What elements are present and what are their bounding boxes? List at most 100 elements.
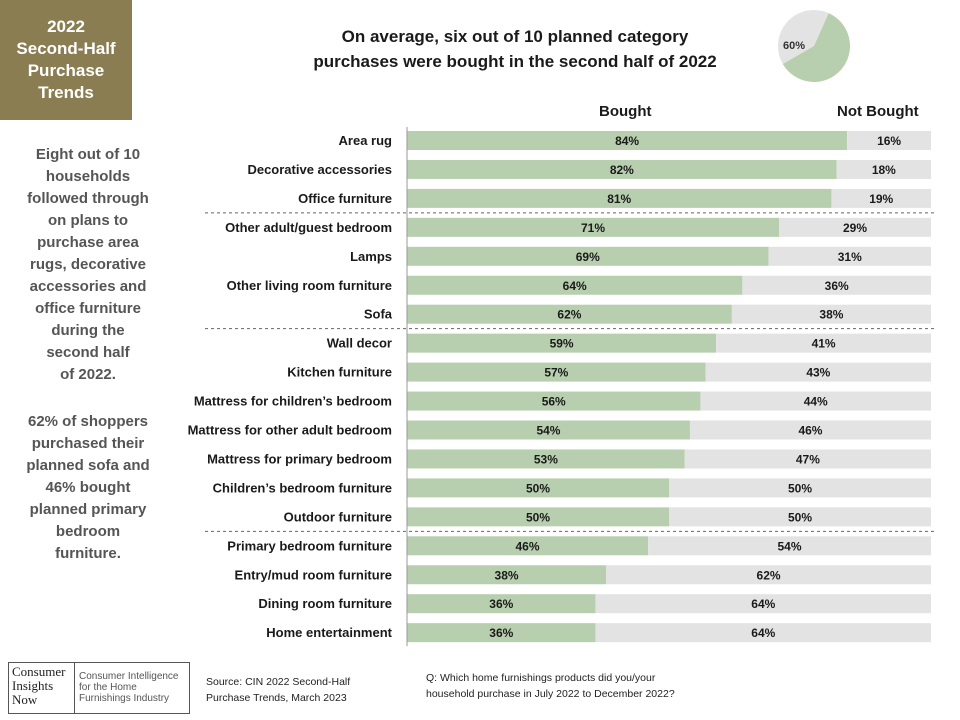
pie-slice-bought (782, 13, 850, 83)
report-title-line: Purchase (27, 61, 105, 80)
bar-bought (407, 217, 780, 237)
bar-not-bought-value-label: 54% (778, 539, 802, 553)
category-label: Decorative accessories (247, 162, 392, 177)
headline-line: purchases were bought in the second half… (313, 52, 717, 71)
side-note-households: Eight out of 10 households followed thro… (14, 144, 162, 386)
bar-bought (407, 333, 717, 353)
report-title-box: 2022 Second-Half Purchase Trends (0, 0, 132, 120)
bar-not-bought (669, 478, 931, 498)
bar-not-bought-value-label: 47% (796, 452, 820, 466)
side-note-line: during the (51, 322, 125, 339)
side-note-shoppers: 62% of shoppers purchased their planned … (14, 411, 162, 565)
bar-not-bought-value-label: 62% (757, 568, 781, 582)
bar-bought-value-label: 53% (534, 452, 558, 466)
bar-not-bought-value-label: 29% (843, 221, 867, 235)
category-label: Other adult/guest bedroom (225, 220, 392, 235)
category-label: Mattress for primary bedroom (207, 451, 392, 466)
bar-bought-value-label: 36% (489, 626, 513, 640)
bar-not-bought-value-label: 50% (788, 510, 812, 524)
bar-bought-value-label: 56% (542, 395, 566, 409)
bar-not-bought (606, 565, 931, 585)
bar-not-bought (847, 131, 931, 150)
side-note-line: Eight out of 10 (35, 146, 141, 163)
bar-not-bought-value-label: 64% (751, 597, 775, 611)
question-line: Q: Which home furnishings products did y… (426, 672, 656, 684)
bar-bought-value-label: 36% (489, 597, 513, 611)
bar-not-bought (595, 594, 931, 614)
side-note-line: furniture. (55, 545, 121, 562)
bar-bought (407, 623, 596, 643)
bar-not-bought-value-label: 64% (751, 626, 775, 640)
logo-wordmark: Consumer Insights Now (9, 663, 75, 713)
bar-bought-value-label: 54% (536, 424, 560, 438)
source-line: Purchase Trends, March 2023 (206, 692, 347, 704)
category-label: Lamps (350, 249, 392, 264)
bar-bought-value-label: 50% (526, 481, 550, 495)
bar-not-bought (779, 217, 931, 237)
bar-not-bought (595, 623, 931, 643)
category-label: Home entertainment (266, 625, 392, 640)
bar-bought (407, 246, 769, 266)
bar-bought-value-label: 84% (615, 134, 639, 148)
logo-tagline: Consumer Intelligence for the Home Furni… (75, 663, 189, 713)
category-label: Entry/mud room furniture (235, 567, 392, 582)
bar-bought (407, 536, 649, 556)
report-title-line: Trends (38, 83, 94, 102)
bar-bought (407, 565, 607, 585)
bar-not-bought (684, 449, 931, 469)
category-label: Wall decor (327, 336, 392, 351)
pie-value-label: 60% (783, 40, 805, 52)
bar-not-bought (700, 391, 931, 411)
bar-not-bought (731, 304, 931, 324)
side-note-line: 46% bought (45, 479, 131, 496)
bar-not-bought (689, 420, 931, 440)
bar-not-bought (742, 275, 931, 295)
side-note-line: followed through (27, 190, 149, 207)
bar-bought-value-label: 62% (557, 308, 581, 322)
category-label: Mattress for other adult bedroom (188, 423, 392, 438)
bar-not-bought (831, 188, 931, 208)
bar-bought-value-label: 38% (495, 568, 519, 582)
bar-not-bought-value-label: 36% (825, 279, 849, 293)
bar-not-bought (836, 159, 931, 179)
bar-bought (407, 391, 701, 411)
source-line: Source: CIN 2022 Second-Half (206, 676, 351, 688)
bar-not-bought (705, 362, 931, 382)
category-label: Outdoor furniture (284, 509, 392, 524)
side-note-line: accessories and (29, 278, 147, 295)
side-note-line: rugs, decorative (30, 256, 146, 273)
bar-bought-value-label: 64% (563, 279, 587, 293)
source-note: Source: CIN 2022 Second-Half Purchase Tr… (206, 674, 350, 706)
bar-not-bought (768, 246, 931, 266)
bar-bought (407, 507, 669, 527)
bar-bought (407, 594, 596, 614)
bar-not-bought (716, 333, 931, 353)
bar-bought (407, 159, 837, 179)
category-label: Dining room furniture (258, 596, 392, 611)
bar-not-bought (669, 507, 931, 527)
bar-bought (407, 131, 848, 150)
bar-bought-value-label: 82% (610, 163, 634, 177)
bar-bought-value-label: 50% (526, 510, 550, 524)
bar-bought (407, 420, 690, 440)
category-label: Primary bedroom furniture (227, 538, 392, 553)
category-label: Mattress for children’s bedroom (194, 394, 392, 409)
average-pie-chart: 60% (778, 10, 850, 83)
bar-not-bought-value-label: 50% (788, 481, 812, 495)
bar-bought-value-label: 57% (544, 366, 568, 380)
legend-not-bought: Not Bought (837, 103, 919, 120)
side-note-line: second half (46, 344, 130, 361)
side-note-line: purchase area (37, 234, 139, 251)
category-label: Kitchen furniture (287, 365, 392, 380)
logo-tagline-line: for the Home (79, 682, 137, 693)
side-note-line: planned primary (29, 501, 147, 518)
question-line: household purchase in July 2022 to Decem… (426, 688, 675, 700)
bar-not-bought-value-label: 19% (869, 192, 893, 206)
bar-not-bought (648, 536, 931, 556)
side-note-line: of 2022. (60, 366, 116, 383)
legend-bought: Bought (599, 103, 652, 120)
bar-not-bought-value-label: 41% (812, 337, 836, 351)
pie-slice-not-bought (778, 10, 829, 64)
logo-tagline-line: Furnishings Industry (79, 693, 170, 704)
bar-not-bought-value-label: 44% (804, 395, 828, 409)
